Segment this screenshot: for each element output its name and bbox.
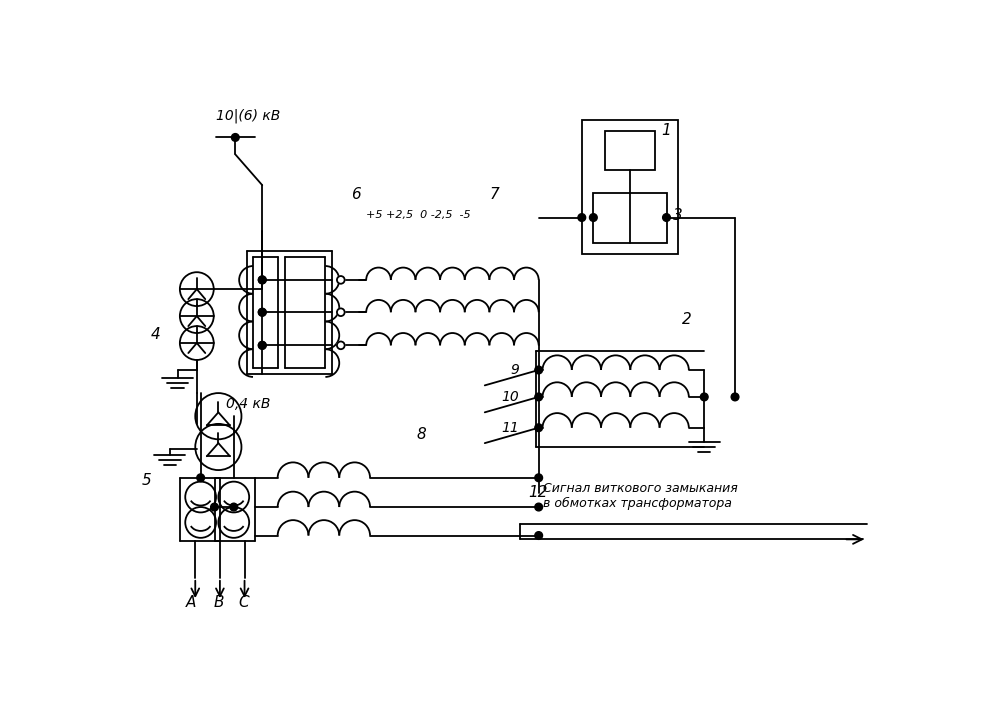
Text: 9: 9 [511,363,519,376]
Circle shape [337,342,345,350]
Bar [605,131,655,169]
Bar [593,193,667,243]
Circle shape [258,342,266,350]
Circle shape [231,133,239,141]
Text: 8: 8 [416,428,426,442]
Text: 6: 6 [351,187,361,202]
Text: в обмотках трансформатора: в обмотках трансформатора [543,497,732,510]
Circle shape [337,276,345,284]
Circle shape [590,213,597,221]
Text: +5 +2,5  0 -2,5  -5: +5 +2,5 0 -2,5 -5 [366,211,471,220]
Text: B: B [214,595,224,610]
Text: 11: 11 [502,420,519,435]
Text: 0,4 кВ: 0,4 кВ [226,398,270,411]
Circle shape [258,308,266,316]
Circle shape [731,393,739,401]
Text: 1: 1 [661,123,671,138]
Circle shape [258,342,266,350]
Text: C: C [238,595,249,610]
Circle shape [258,276,266,284]
Text: 7: 7 [489,187,499,202]
Text: 5: 5 [141,474,151,489]
Circle shape [535,532,543,540]
Circle shape [535,474,543,481]
Text: 12: 12 [528,485,547,500]
Circle shape [578,213,586,221]
Circle shape [535,503,543,511]
Text: 4: 4 [151,327,160,342]
Bar [582,120,678,255]
Circle shape [535,424,543,432]
Circle shape [535,366,543,374]
Text: 10: 10 [502,390,519,404]
Text: 2: 2 [682,312,692,327]
Text: Сигнал виткового замыкания: Сигнал виткового замыкания [543,481,738,495]
Circle shape [535,393,543,401]
Text: 10|(6) кВ: 10|(6) кВ [216,108,280,123]
Circle shape [663,213,670,221]
Circle shape [211,503,218,511]
Circle shape [258,308,266,316]
Text: A: A [186,595,196,610]
Circle shape [258,276,266,284]
Text: 3: 3 [673,208,682,223]
Circle shape [700,393,708,401]
Circle shape [197,474,204,481]
Circle shape [230,503,238,511]
Circle shape [337,308,345,316]
